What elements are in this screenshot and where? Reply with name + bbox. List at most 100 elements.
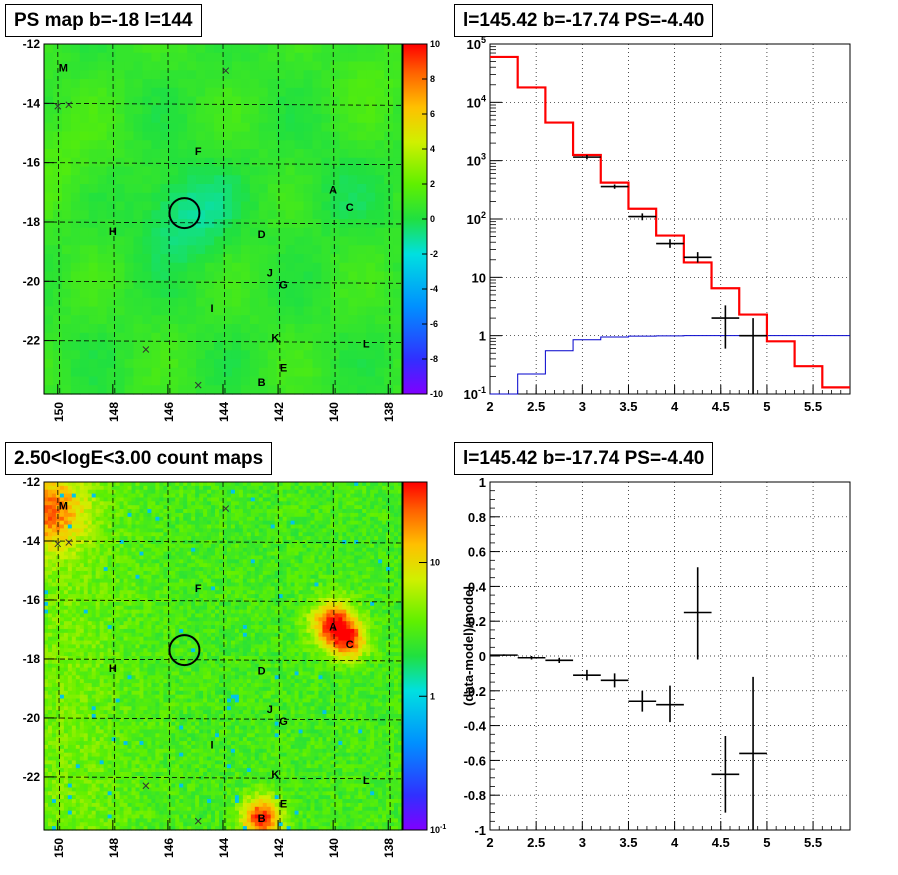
y-tick-label: -22	[23, 770, 41, 784]
y-tick-label: -12	[23, 475, 41, 489]
data-point	[711, 305, 740, 349]
grid-line-l	[167, 481, 171, 831]
x-tick-label: 146	[162, 402, 176, 422]
source-label: F	[195, 583, 202, 595]
grid-line-b	[43, 540, 403, 544]
y-tick-label: -20	[23, 274, 41, 288]
x-tick-label: 2	[486, 835, 493, 850]
x-tick-label: 140	[327, 838, 341, 858]
source-label: D	[258, 229, 266, 241]
x-tick-label: 3	[579, 399, 586, 414]
source-label: J	[267, 704, 273, 716]
residual-point	[711, 736, 740, 813]
grid-line-l	[332, 481, 336, 831]
residual-title: l=145.42 b=-17.74 PS=-4.40	[454, 442, 714, 475]
colorbar-tick-label: 1	[430, 691, 435, 701]
grid-line-l	[387, 481, 391, 831]
ps-map-title: PS map b=-18 l=144	[5, 4, 202, 37]
y-tick-label: -0.4	[464, 719, 487, 734]
residual-point	[739, 676, 767, 830]
grid-line-l	[387, 43, 391, 395]
x-tick-label: 2	[486, 399, 493, 414]
source-label: B	[258, 377, 266, 389]
data-point	[600, 184, 629, 189]
cross-marker	[222, 505, 230, 512]
source-label: E	[280, 362, 287, 374]
grid-line-b	[43, 102, 403, 106]
y-tick-label: 0.6	[468, 545, 486, 560]
heatmap-cells	[44, 44, 403, 395]
residual-point	[628, 690, 657, 712]
colorbar-tick-label: -2	[430, 249, 438, 259]
x-tick-label: 3	[579, 835, 586, 850]
y-tick-label: -14	[23, 534, 41, 548]
y-tick-label: 103	[467, 152, 486, 169]
y-tick-label: -16	[23, 156, 41, 170]
grid-line-l	[277, 481, 281, 831]
source-label: K	[271, 769, 279, 781]
x-tick-label: 150	[52, 838, 66, 858]
colorbar-tick-label: 6	[430, 109, 435, 119]
residual-point	[545, 657, 574, 663]
y-tick-label: 105	[467, 35, 486, 52]
colorbar-tick-label: 10-1	[430, 824, 446, 835]
colorbar-tick-label: 2	[430, 179, 435, 189]
residual-point	[656, 685, 684, 723]
grid-line-l	[332, 43, 336, 395]
y-tick-label: -18	[23, 215, 41, 229]
x-tick-label: 5.5	[804, 835, 822, 850]
cross-marker	[54, 540, 62, 548]
y-tick-label: 0.4	[468, 579, 487, 594]
residual-panel: 2 2.5 3 3.5 4 4.5 5 5.5 -1 -0.8 -0.6 -0.4 -0.2 0 0.2 0.…	[461, 475, 851, 850]
y-tick-label: 104	[467, 93, 486, 110]
source-label: C	[346, 202, 354, 214]
x-tick-label: 138	[382, 402, 396, 422]
x-tick-label: 150	[52, 402, 66, 422]
source-label: G	[279, 279, 288, 291]
x-tick-label: 148	[107, 838, 121, 858]
cross-marker	[65, 101, 73, 109]
data-point	[739, 318, 767, 394]
source-label: G	[279, 716, 288, 728]
colorbar-tick-label: -6	[430, 319, 438, 329]
data-point	[573, 155, 601, 160]
source-label: A	[329, 622, 337, 634]
colorbar	[402, 481, 428, 831]
data-point	[628, 213, 657, 221]
colorbar-tick-label: -10	[430, 389, 443, 399]
y-tick-label: 0.2	[468, 614, 486, 629]
grid-line-b	[43, 599, 403, 603]
colorbar-tick-label: 4	[430, 144, 435, 154]
source-label: L	[363, 775, 370, 787]
residual-point	[600, 673, 629, 688]
source-label: H	[109, 663, 117, 675]
residual-point	[573, 669, 601, 681]
y-tick-label: -12	[23, 37, 41, 51]
y-tick-label: -1	[474, 823, 486, 838]
grid-line-b	[43, 658, 403, 662]
residual-point	[517, 656, 546, 660]
grid-line-l	[112, 481, 116, 831]
y-tick-label: -18	[23, 652, 41, 666]
x-tick-label: 144	[217, 402, 231, 422]
grid-line-b	[43, 776, 403, 780]
data-point	[683, 252, 712, 263]
y-axis-label: (data-model)/model	[461, 586, 476, 706]
grid-line-l	[57, 43, 61, 395]
colorbar-tick-label: 0	[430, 214, 435, 224]
grid-line-b	[43, 717, 403, 721]
cross-marker	[142, 782, 150, 790]
total-model-line	[490, 55, 850, 389]
source-label: B	[258, 813, 266, 825]
source-label: K	[271, 333, 279, 345]
source-label: F	[195, 146, 202, 158]
cross-marker	[194, 817, 202, 825]
x-tick-label: 3.5	[619, 399, 637, 414]
ps-map-panel: 150 148 146 144 142 140 138-12-14-16-18-20-22M…	[23, 37, 443, 422]
x-tick-label: 5	[763, 399, 770, 414]
y-tick-label: 10	[472, 270, 486, 285]
x-tick-label: 144	[217, 838, 231, 858]
y-tick-label: 0.8	[468, 510, 486, 525]
cross-marker	[65, 539, 73, 546]
source-label: E	[280, 798, 287, 810]
